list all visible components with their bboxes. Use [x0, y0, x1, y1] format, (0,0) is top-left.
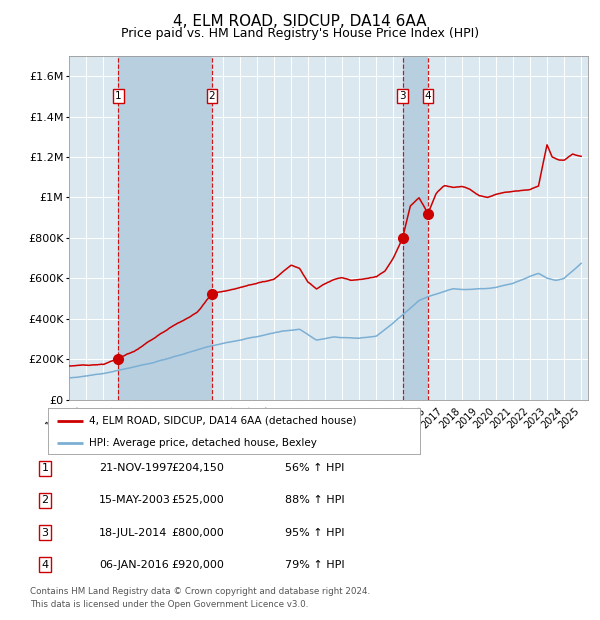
- Text: 79% ↑ HPI: 79% ↑ HPI: [285, 560, 344, 570]
- Text: 2015: 2015: [386, 405, 410, 430]
- Text: 1: 1: [115, 91, 122, 101]
- Text: 2017: 2017: [420, 405, 445, 430]
- Text: 1996: 1996: [62, 405, 86, 430]
- Text: 3: 3: [41, 528, 49, 538]
- Text: 2003: 2003: [181, 405, 206, 430]
- Text: 2001: 2001: [147, 405, 172, 430]
- Text: 56% ↑ HPI: 56% ↑ HPI: [285, 463, 344, 473]
- Text: Contains HM Land Registry data © Crown copyright and database right 2024.: Contains HM Land Registry data © Crown c…: [30, 587, 370, 596]
- Text: 3: 3: [399, 91, 406, 101]
- Text: 2000: 2000: [130, 405, 154, 430]
- Text: 2: 2: [41, 495, 49, 505]
- Text: 2004: 2004: [198, 405, 223, 430]
- Text: 15-MAY-2003: 15-MAY-2003: [99, 495, 171, 505]
- Text: This data is licensed under the Open Government Licence v3.0.: This data is licensed under the Open Gov…: [30, 600, 308, 609]
- Text: 2023: 2023: [523, 405, 547, 430]
- Text: 2012: 2012: [335, 405, 359, 430]
- Text: 2009: 2009: [284, 405, 308, 430]
- Text: 88% ↑ HPI: 88% ↑ HPI: [285, 495, 344, 505]
- Text: 06-JAN-2016: 06-JAN-2016: [99, 560, 169, 570]
- Text: 1999: 1999: [113, 405, 137, 430]
- Text: 2016: 2016: [403, 405, 428, 430]
- Text: 2018: 2018: [437, 405, 461, 430]
- Text: 2010: 2010: [301, 405, 325, 430]
- Text: 4: 4: [425, 91, 431, 101]
- Bar: [118, 56, 212, 400]
- Text: 2024: 2024: [539, 405, 564, 430]
- Text: £920,000: £920,000: [172, 560, 224, 570]
- Text: £525,000: £525,000: [172, 495, 224, 505]
- Text: 2019: 2019: [454, 405, 479, 430]
- Text: 1: 1: [41, 463, 49, 473]
- Bar: [403, 56, 428, 400]
- Text: 2008: 2008: [266, 405, 291, 430]
- Text: 95% ↑ HPI: 95% ↑ HPI: [285, 528, 344, 538]
- Text: 2: 2: [209, 91, 215, 101]
- Text: 18-JUL-2014: 18-JUL-2014: [99, 528, 167, 538]
- Text: 1997: 1997: [79, 405, 103, 430]
- Text: 2011: 2011: [317, 405, 342, 430]
- Text: 1995: 1995: [44, 405, 69, 430]
- Text: 2021: 2021: [488, 405, 513, 430]
- Text: 2007: 2007: [249, 405, 274, 430]
- Text: 2025: 2025: [557, 405, 581, 430]
- Text: 4: 4: [41, 560, 49, 570]
- Text: HPI: Average price, detached house, Bexley: HPI: Average price, detached house, Bexl…: [89, 438, 317, 448]
- Text: 2020: 2020: [471, 405, 496, 430]
- Text: 2006: 2006: [232, 405, 257, 430]
- Text: 2005: 2005: [215, 405, 240, 430]
- Text: 4, ELM ROAD, SIDCUP, DA14 6AA: 4, ELM ROAD, SIDCUP, DA14 6AA: [173, 14, 427, 29]
- Text: Price paid vs. HM Land Registry's House Price Index (HPI): Price paid vs. HM Land Registry's House …: [121, 27, 479, 40]
- Text: 1998: 1998: [96, 405, 120, 430]
- Text: 2002: 2002: [164, 405, 188, 430]
- Text: £204,150: £204,150: [172, 463, 224, 473]
- Text: 2022: 2022: [505, 405, 530, 430]
- Text: 21-NOV-1997: 21-NOV-1997: [99, 463, 173, 473]
- Text: 4, ELM ROAD, SIDCUP, DA14 6AA (detached house): 4, ELM ROAD, SIDCUP, DA14 6AA (detached …: [89, 415, 356, 425]
- Text: £800,000: £800,000: [172, 528, 224, 538]
- Text: 2014: 2014: [369, 405, 394, 430]
- Text: 2013: 2013: [352, 405, 376, 430]
